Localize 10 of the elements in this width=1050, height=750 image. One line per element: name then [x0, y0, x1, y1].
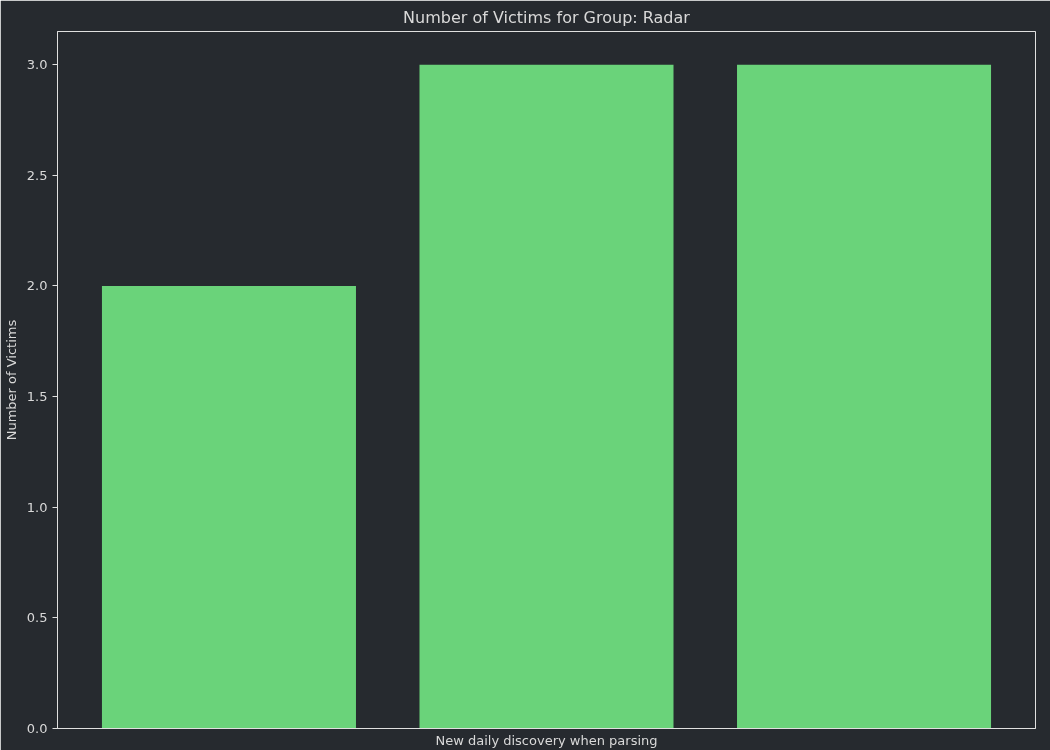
y-tick-label: 2.5 — [26, 167, 48, 183]
y-tick-label: 1.5 — [26, 389, 48, 405]
y-tick-label: 1.0 — [26, 499, 48, 515]
y-axis-title: Number of Victims — [3, 319, 19, 441]
y-tick-label: 0.0 — [26, 721, 48, 736]
x-axis-title: New daily discovery when parsing — [435, 732, 658, 748]
y-tick-label: 0.5 — [26, 610, 48, 626]
y-tick-label: 3.0 — [26, 57, 48, 73]
chart-title: Number of Victims for Group: Radar — [403, 7, 691, 27]
y-tick-label: 2.0 — [26, 278, 48, 294]
